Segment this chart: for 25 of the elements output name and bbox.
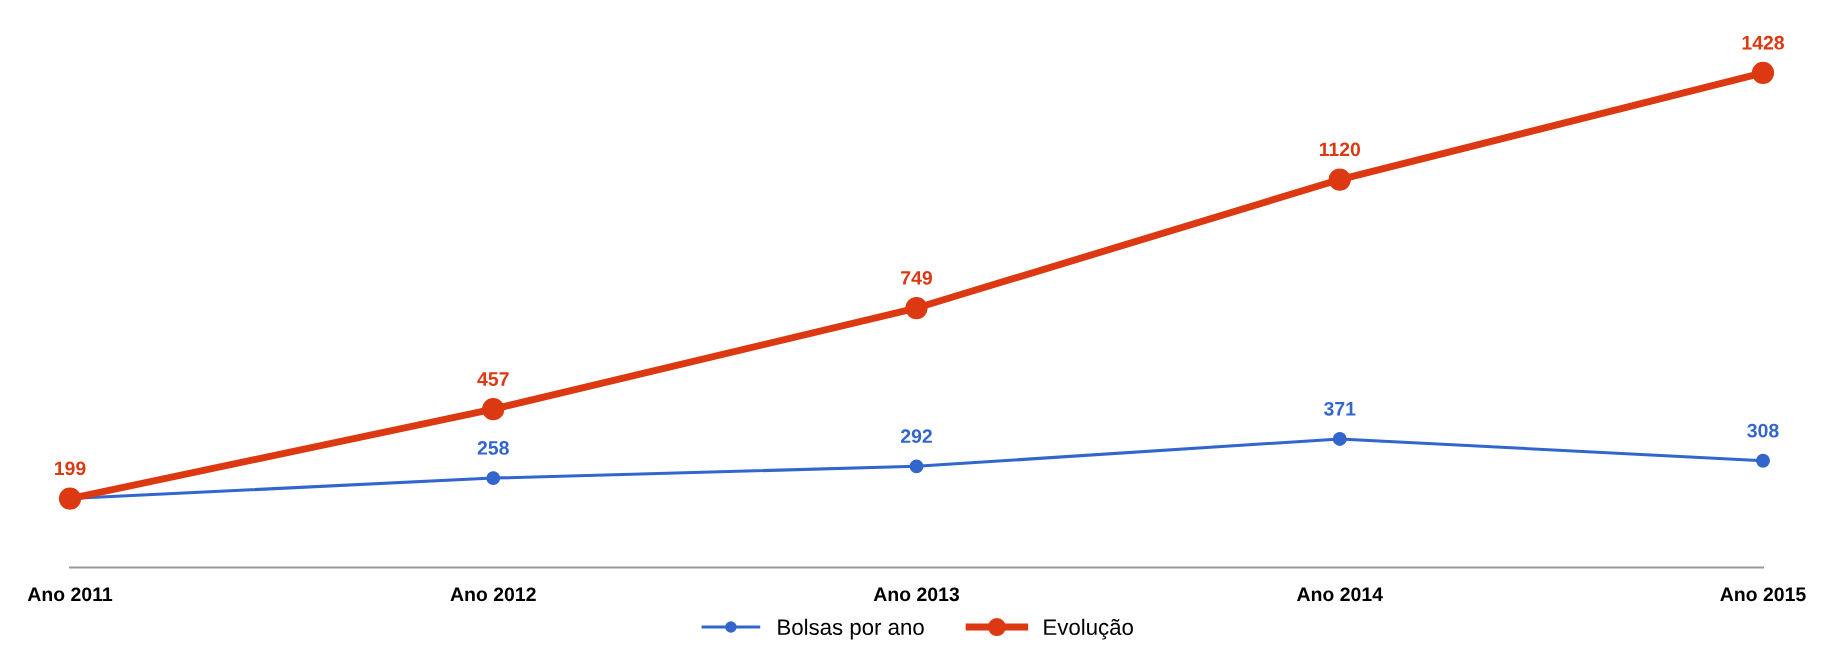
data-label: 308 bbox=[1747, 423, 1779, 438]
data-label: 1428 bbox=[1742, 35, 1785, 50]
x-tick-label: Ano 2015 bbox=[1720, 587, 1806, 602]
x-tick-label: Ano 2011 bbox=[27, 587, 113, 602]
data-label: 258 bbox=[477, 441, 509, 455]
legend-label: Bolsas por ano bbox=[778, 618, 924, 640]
x-tick-label: Ano 2012 bbox=[450, 587, 536, 602]
legend-label: Evolução bbox=[1044, 618, 1133, 640]
x-tick-label: Ano 2013 bbox=[873, 587, 960, 602]
data-label: 749 bbox=[901, 270, 932, 285]
data-label: 457 bbox=[477, 372, 509, 386]
x-tick-label: Ano 2014 bbox=[1297, 587, 1383, 602]
point bbox=[486, 471, 501, 486]
point bbox=[1756, 453, 1770, 468]
point bbox=[1751, 61, 1775, 84]
point bbox=[909, 459, 924, 474]
point bbox=[1332, 432, 1347, 446]
data-label: 371 bbox=[1323, 401, 1356, 416]
data-label: 1120 bbox=[1319, 142, 1361, 157]
point bbox=[1328, 168, 1351, 191]
point bbox=[482, 398, 505, 421]
data-label: 199 bbox=[55, 461, 86, 476]
point bbox=[905, 296, 928, 320]
point bbox=[58, 487, 82, 510]
data-label: 292 bbox=[900, 429, 932, 444]
